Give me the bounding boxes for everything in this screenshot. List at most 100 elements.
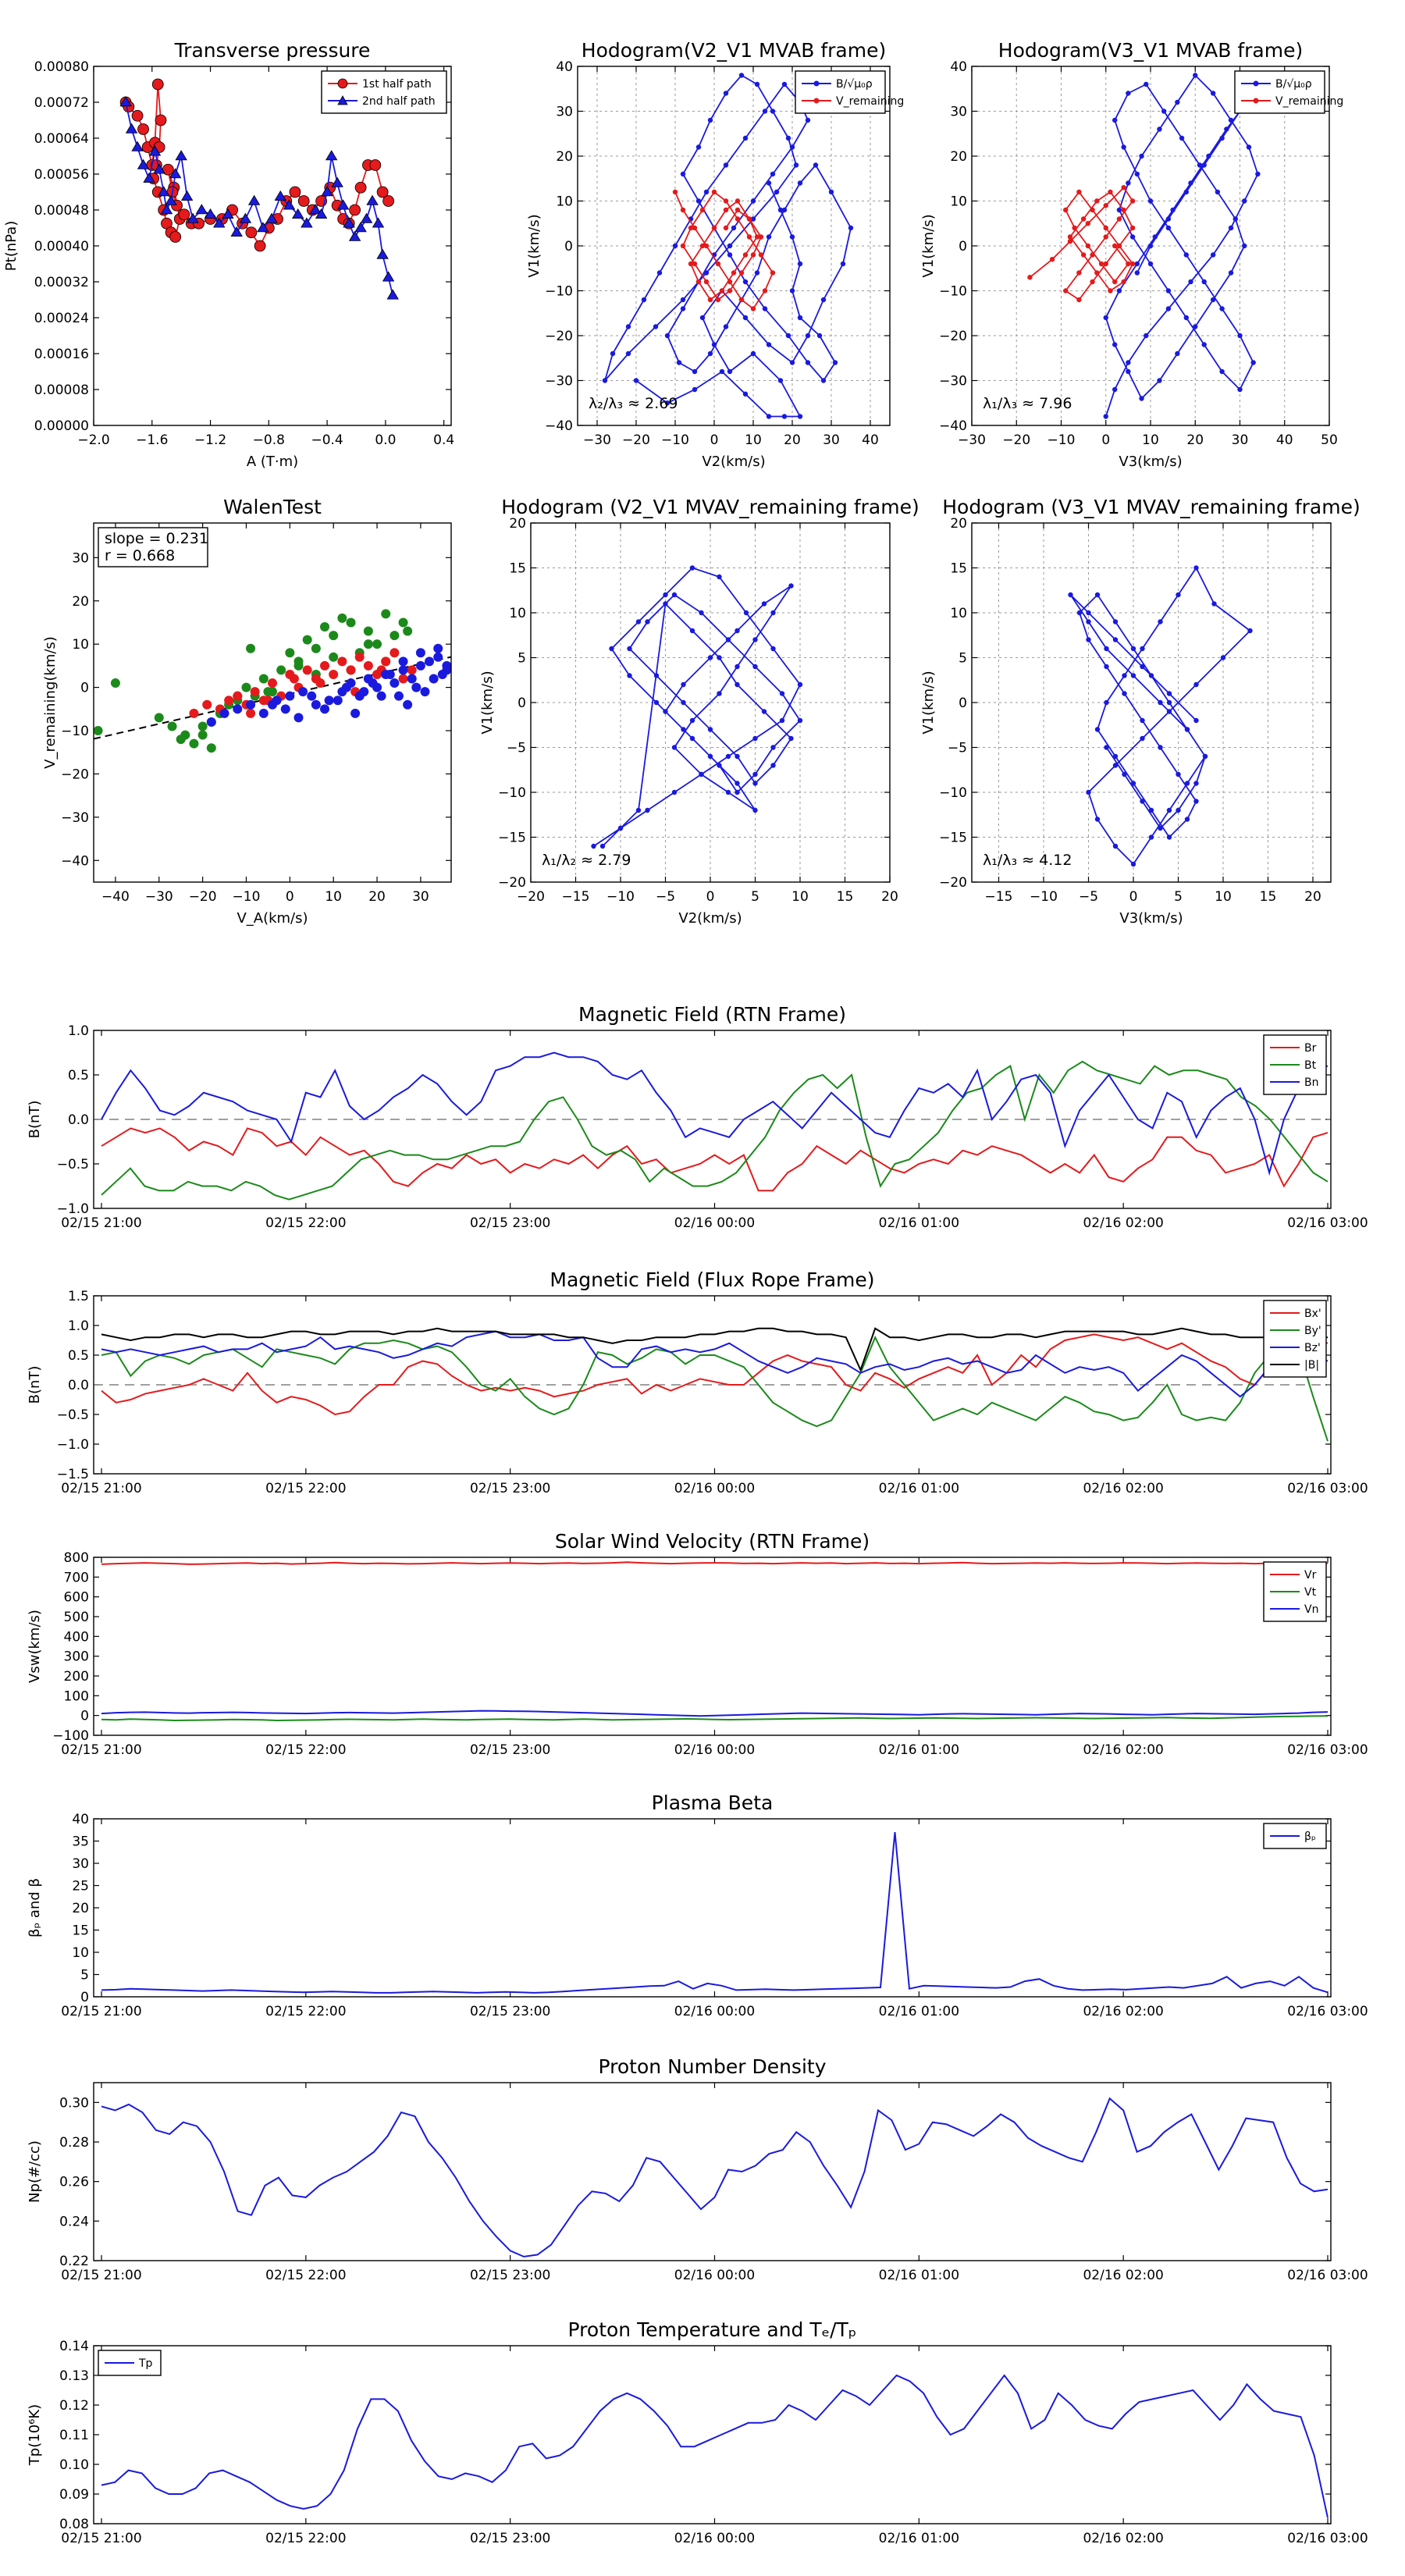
y-tick-label: 20 (950, 516, 967, 532)
legend-label: Vr (1304, 1569, 1317, 1582)
legend-marker (813, 80, 820, 87)
data-point (1104, 699, 1109, 706)
y-tick-label: −40 (545, 418, 573, 434)
chart-mag_fr: Magnetic Field (Flux Rope Frame) −1.5 −1.0… (27, 1268, 1368, 1496)
y-tick-label: 15 (72, 1923, 89, 1939)
y-tick-label: 30 (950, 105, 967, 120)
data-point (346, 665, 356, 675)
data-point (828, 189, 834, 195)
legend-label: Vn (1304, 1603, 1318, 1616)
data-point (204, 208, 217, 219)
y-tick-label: 0.14 (59, 2339, 89, 2354)
x-tick-label: 02/16 00:00 (674, 1215, 755, 1231)
data-point (711, 189, 717, 195)
data-point (333, 696, 343, 706)
data-point (1228, 225, 1234, 231)
data-point (797, 717, 803, 724)
data-point (320, 704, 330, 714)
y-axis-label: Vsw(km/s) (27, 1610, 43, 1683)
data-point (110, 678, 120, 688)
y-tick-label: 0.5 (68, 1068, 89, 1083)
x-tick-label: 02/15 21:00 (61, 1742, 141, 1758)
data-point (389, 648, 400, 658)
x-tick-label: −5 (656, 889, 675, 905)
data-point (222, 208, 234, 219)
y-tick-label: 0 (959, 239, 967, 254)
x-tick-label: 02/15 22:00 (265, 1215, 346, 1231)
data-point (752, 771, 758, 777)
data-point (703, 270, 710, 276)
data-point (1165, 216, 1172, 222)
chart-h1: Hodogram(V2_V1 MVAB frame) −40 −30 −20 −10 0 1… (526, 39, 904, 470)
y-tick-label: 5 (80, 1968, 89, 1984)
data-point (1116, 243, 1122, 249)
data-point (1193, 781, 1199, 786)
data-point (1098, 261, 1104, 267)
data-point (386, 289, 399, 300)
data-point (321, 186, 333, 197)
x-tick-label: 02/15 22:00 (265, 1481, 346, 1496)
data-point (1130, 781, 1136, 786)
data-point (433, 643, 443, 653)
y-tick-label: −5 (948, 741, 967, 756)
data-point (680, 243, 686, 249)
data-point (1112, 279, 1118, 285)
y-tick-label: 0.5 (68, 1348, 89, 1364)
data-point (175, 150, 187, 161)
data-point (1184, 817, 1190, 822)
data-point (176, 735, 186, 745)
x-tick-label: 5 (751, 889, 759, 905)
data-point (781, 81, 788, 87)
data-point (813, 162, 819, 168)
y-tick-label: 0.00064 (34, 131, 89, 147)
data-point (742, 391, 749, 397)
y-tick-label: 1.0 (68, 1023, 89, 1039)
data-point (664, 400, 670, 406)
data-point (274, 190, 286, 201)
data-point (707, 297, 713, 303)
data-point (1175, 350, 1180, 357)
data-point (297, 195, 310, 207)
data-point (1220, 655, 1226, 660)
series-line-Tp (101, 2374, 1329, 2518)
data-point (1166, 807, 1172, 813)
data-point (1130, 646, 1136, 652)
data-point (770, 646, 776, 652)
x-tick-label: 02/16 02:00 (1083, 1481, 1163, 1496)
data-point (381, 656, 391, 667)
data-point (1103, 261, 1108, 267)
x-tick-label: 0 (710, 432, 719, 448)
data-point (293, 660, 304, 671)
data-point (1126, 360, 1131, 365)
data-point (206, 743, 216, 753)
chart-title: WalenTest (223, 496, 322, 518)
y-tick-label: 10 (950, 194, 967, 210)
data-point (1112, 243, 1118, 249)
x-tick-label: 02/15 21:00 (61, 2531, 141, 2546)
series-line-Bt (101, 1060, 1329, 1201)
data-point (750, 198, 756, 204)
data-point (723, 198, 729, 204)
y-tick-label: 0.0 (68, 1378, 89, 1393)
x-tick-label: −1.2 (194, 432, 226, 448)
data-point (793, 162, 799, 168)
data-point (233, 704, 243, 714)
data-point (774, 189, 780, 195)
data-point (1139, 396, 1144, 401)
data-point (258, 674, 269, 684)
data-point (1197, 162, 1203, 168)
plot-area (591, 565, 803, 849)
data-point (1232, 216, 1238, 222)
data-point (692, 225, 698, 231)
y-tick-label: −1.5 (57, 1467, 89, 1482)
data-point (1166, 691, 1172, 696)
legend-marker (813, 98, 820, 104)
data-point (1201, 342, 1207, 347)
data-point (233, 691, 243, 701)
data-point (762, 306, 768, 311)
plot-area (602, 73, 854, 419)
data-point (158, 186, 170, 197)
x-tick-label: −10 (606, 889, 635, 905)
legend-box (321, 70, 447, 114)
x-tick-label: 50 (1321, 432, 1338, 448)
